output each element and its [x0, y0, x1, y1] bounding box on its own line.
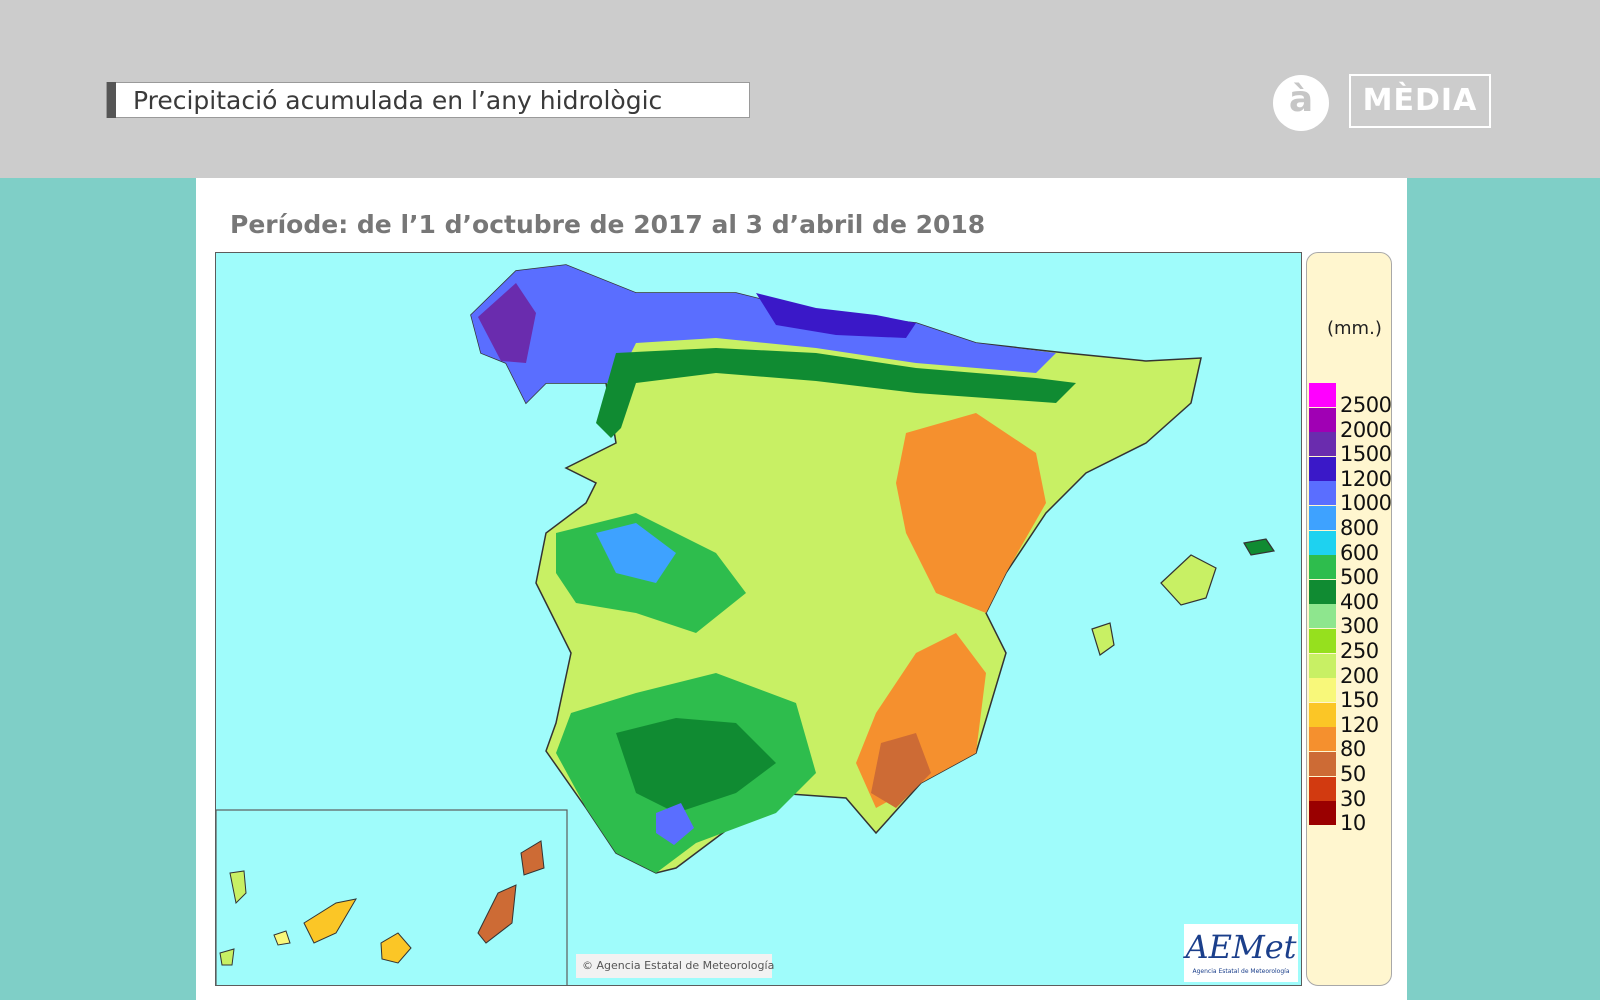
legend-swatch — [1309, 629, 1336, 653]
west-blue-zone — [596, 523, 676, 583]
legend-swatch — [1309, 702, 1336, 727]
legend-label: 2500 — [1340, 393, 1392, 417]
legend-swatch — [1309, 506, 1336, 530]
legend-label: 30 — [1340, 786, 1366, 811]
southeast-very-dry-zone — [871, 733, 931, 808]
page-title: Precipitació acumulada en l’any hidrològ… — [133, 86, 663, 115]
map-graphic — [216, 264, 1276, 985]
canary-la-palma — [229, 870, 247, 905]
precipitation-map — [215, 252, 1302, 986]
brand-logo-circle: à — [1273, 75, 1329, 131]
legend-label: 400 — [1340, 589, 1379, 614]
legend-swatch — [1309, 678, 1336, 703]
canary-gran-canaria — [380, 932, 412, 964]
legend-swatch — [1309, 653, 1336, 678]
legend-label: 120 — [1340, 712, 1379, 737]
canary-la-gomera — [273, 930, 291, 946]
east-dry-zone — [896, 413, 1046, 613]
aemet-logo: AEMet Agencia Estatal de Meteorología — [1184, 924, 1298, 982]
legend-swatch — [1309, 407, 1336, 432]
brand-logo-text: MÈDIA — [1362, 83, 1478, 118]
legend-swatch — [1309, 727, 1336, 752]
legend-swatch — [1309, 776, 1336, 801]
legend-swatch — [1309, 604, 1336, 629]
legend-label: 800 — [1340, 516, 1379, 540]
legend-label: 1200 — [1340, 466, 1392, 491]
ibiza-island — [1091, 622, 1115, 656]
legend-label: 250 — [1340, 639, 1379, 663]
legend-swatch — [1309, 555, 1336, 580]
legend-unit: (mm.) — [1327, 318, 1382, 339]
north-green-band — [596, 348, 1076, 438]
legend-label: 50 — [1340, 762, 1366, 786]
legend-swatch — [1309, 432, 1336, 457]
map-subtitle: Període: de l’1 d’octubre de 2017 al 3 d… — [230, 210, 986, 239]
map-credit: © Agencia Estatal de Meteorología — [576, 954, 774, 978]
canary-fuerteventura — [477, 884, 517, 944]
legend-swatch — [1309, 579, 1336, 604]
legend-swatch — [1309, 801, 1336, 826]
legend-label: 80 — [1340, 737, 1366, 762]
legend-label: 500 — [1340, 565, 1379, 590]
canary-inset-frame — [216, 809, 568, 985]
legend-swatch — [1309, 383, 1336, 407]
canary-tenerife — [303, 898, 357, 944]
galicia-wet-zone — [478, 283, 536, 363]
north-very-wet-zone — [756, 293, 916, 338]
header-bar: Precipitació acumulada en l’any hidrològ… — [0, 0, 1600, 178]
south-dark-green-zone — [616, 718, 776, 813]
aemet-logo-subtext: Agencia Estatal de Meteorología — [1192, 968, 1290, 975]
legend-swatch — [1309, 530, 1336, 555]
legend-label: 600 — [1340, 540, 1379, 565]
legend-label: 2000 — [1340, 417, 1392, 442]
legend-label: 1000 — [1340, 491, 1392, 516]
legend-swatch — [1309, 481, 1336, 506]
mallorca-island — [1160, 554, 1217, 606]
legend-swatch — [1309, 456, 1336, 481]
canary-el-hierro — [219, 948, 235, 966]
legend-label: 300 — [1340, 614, 1379, 639]
legend-label: 150 — [1340, 688, 1379, 713]
canary-lanzarote — [520, 840, 545, 876]
menorca-island — [1243, 538, 1276, 556]
legend-label: 1500 — [1340, 442, 1392, 467]
legend-label: 10 — [1340, 811, 1366, 836]
brand-logo-wordmark: MÈDIA — [1349, 74, 1491, 128]
legend-swatch — [1309, 752, 1336, 776]
title-box: Precipitació acumulada en l’any hidrològ… — [106, 82, 750, 118]
legend-label: 200 — [1340, 663, 1379, 688]
south-wet-spot — [656, 803, 694, 845]
title-accent-bar — [107, 82, 116, 118]
aemet-logo-text: AEMet — [1185, 928, 1297, 966]
brand-logo-letter: à — [1288, 79, 1314, 120]
